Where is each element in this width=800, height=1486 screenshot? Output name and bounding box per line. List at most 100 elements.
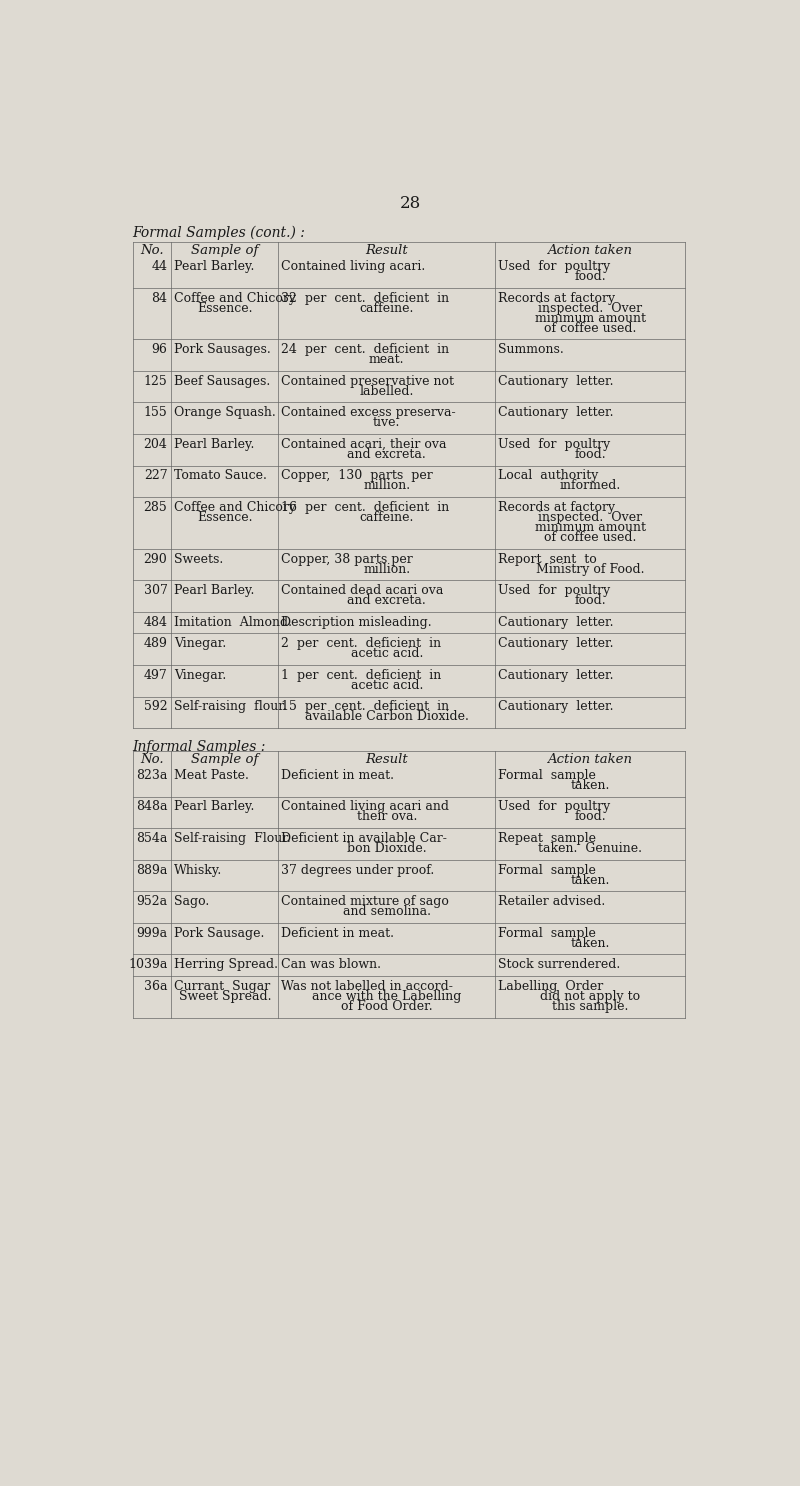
Text: 307: 307 xyxy=(143,584,167,597)
Text: 285: 285 xyxy=(144,501,167,514)
Text: Pearl Barley.: Pearl Barley. xyxy=(174,584,254,597)
Text: 489: 489 xyxy=(143,637,167,651)
Text: Contained living acari.: Contained living acari. xyxy=(282,260,426,273)
Text: this sample.: this sample. xyxy=(552,1000,628,1013)
Text: Labelling  Order: Labelling Order xyxy=(498,979,604,993)
Text: and excreta.: and excreta. xyxy=(347,594,426,608)
Text: food.: food. xyxy=(574,594,606,608)
Text: Repeat  sample: Repeat sample xyxy=(498,832,596,846)
Text: Sweet Spread.: Sweet Spread. xyxy=(178,990,271,1003)
Text: Cautionary  letter.: Cautionary letter. xyxy=(498,669,614,682)
Text: taken.: taken. xyxy=(570,936,610,950)
Text: tive.: tive. xyxy=(373,416,401,429)
Text: 290: 290 xyxy=(144,553,167,566)
Text: 952a: 952a xyxy=(136,895,167,908)
Text: Local  authority: Local authority xyxy=(498,470,598,483)
Text: did not apply to: did not apply to xyxy=(540,990,640,1003)
Text: 37 degrees under proof.: 37 degrees under proof. xyxy=(282,863,434,877)
Text: 592: 592 xyxy=(144,700,167,713)
Text: inspected.  Over: inspected. Over xyxy=(538,302,642,315)
Text: Used  for  poultry: Used for poultry xyxy=(498,260,610,273)
Text: million.: million. xyxy=(363,480,410,492)
Text: Cautionary  letter.: Cautionary letter. xyxy=(498,700,614,713)
Text: Contained excess preserva-: Contained excess preserva- xyxy=(282,406,456,419)
Text: million.: million. xyxy=(363,563,410,575)
Text: 227: 227 xyxy=(144,470,167,483)
Text: food.: food. xyxy=(574,270,606,282)
Text: 1039a: 1039a xyxy=(128,958,167,972)
Text: informed.: informed. xyxy=(559,480,621,492)
Text: Pearl Barley.: Pearl Barley. xyxy=(174,260,254,273)
Text: Contained living acari and: Contained living acari and xyxy=(282,801,450,813)
Text: Beef Sausages.: Beef Sausages. xyxy=(174,374,270,388)
Text: Coffee and Chicory: Coffee and Chicory xyxy=(174,501,296,514)
Text: labelled.: labelled. xyxy=(359,385,414,398)
Text: caffeine.: caffeine. xyxy=(359,511,414,525)
Text: of coffee used.: of coffee used. xyxy=(544,531,636,544)
Text: 2  per  cent.  deficient  in: 2 per cent. deficient in xyxy=(282,637,442,651)
Text: 44: 44 xyxy=(151,260,167,273)
Text: Cautionary  letter.: Cautionary letter. xyxy=(498,637,614,651)
Text: Action taken: Action taken xyxy=(547,753,632,765)
Text: of coffee used.: of coffee used. xyxy=(544,321,636,334)
Text: available Carbon Dioxide.: available Carbon Dioxide. xyxy=(305,710,469,724)
Text: 24  per  cent.  deficient  in: 24 per cent. deficient in xyxy=(282,343,450,357)
Text: 497: 497 xyxy=(144,669,167,682)
Text: Cautionary  letter.: Cautionary letter. xyxy=(498,406,614,419)
Text: Essence.: Essence. xyxy=(197,511,253,525)
Text: Formal  sample: Formal sample xyxy=(498,863,596,877)
Text: 16  per  cent.  deficient  in: 16 per cent. deficient in xyxy=(282,501,450,514)
Text: Copper, 38 parts per: Copper, 38 parts per xyxy=(282,553,413,566)
Text: Vinegar.: Vinegar. xyxy=(174,637,226,651)
Text: Action taken: Action taken xyxy=(547,244,632,257)
Text: Sago.: Sago. xyxy=(174,895,210,908)
Text: 96: 96 xyxy=(151,343,167,357)
Text: Cautionary  letter.: Cautionary letter. xyxy=(498,615,614,629)
Text: Herring Spread.: Herring Spread. xyxy=(174,958,278,972)
Text: meat.: meat. xyxy=(369,354,405,366)
Text: Used  for  poultry: Used for poultry xyxy=(498,438,610,450)
Text: Used  for  poultry: Used for poultry xyxy=(498,584,610,597)
Text: Informal Samples :: Informal Samples : xyxy=(133,740,266,755)
Text: Copper,  130  parts  per: Copper, 130 parts per xyxy=(282,470,433,483)
Text: and semolina.: and semolina. xyxy=(342,905,430,918)
Text: Orange Squash.: Orange Squash. xyxy=(174,406,276,419)
Text: 854a: 854a xyxy=(136,832,167,846)
Text: Report  sent  to: Report sent to xyxy=(498,553,597,566)
Text: 999a: 999a xyxy=(136,927,167,939)
Text: 36a: 36a xyxy=(144,979,167,993)
Text: Description misleading.: Description misleading. xyxy=(282,615,432,629)
Text: minimum amount: minimum amount xyxy=(534,522,646,533)
Text: 1  per  cent.  deficient  in: 1 per cent. deficient in xyxy=(282,669,442,682)
Text: Tomato Sauce.: Tomato Sauce. xyxy=(174,470,267,483)
Text: minimum amount: minimum amount xyxy=(534,312,646,324)
Text: Formal  sample: Formal sample xyxy=(498,768,596,782)
Text: Meat Paste.: Meat Paste. xyxy=(174,768,250,782)
Text: food.: food. xyxy=(574,810,606,823)
Text: Was not labelled in accord-: Was not labelled in accord- xyxy=(282,979,454,993)
Text: Sample of: Sample of xyxy=(191,244,258,257)
Text: Self-raising  Flour.: Self-raising Flour. xyxy=(174,832,291,846)
Text: of Food Order.: of Food Order. xyxy=(341,1000,433,1013)
Text: food.: food. xyxy=(574,447,606,461)
Text: 204: 204 xyxy=(143,438,167,450)
Text: Records at factory: Records at factory xyxy=(498,501,615,514)
Text: Result: Result xyxy=(366,753,408,765)
Text: Contained preservative not: Contained preservative not xyxy=(282,374,454,388)
Text: Deficient in meat.: Deficient in meat. xyxy=(282,768,394,782)
Text: Essence.: Essence. xyxy=(197,302,253,315)
Text: Whisky.: Whisky. xyxy=(174,863,222,877)
Text: Ministry of Food.: Ministry of Food. xyxy=(536,563,645,575)
Text: taken.: taken. xyxy=(570,874,610,887)
Text: Records at factory: Records at factory xyxy=(498,291,615,305)
Text: their ova.: their ova. xyxy=(357,810,417,823)
Text: acetic acid.: acetic acid. xyxy=(350,679,423,692)
Text: 15  per  cent.  deficient  in: 15 per cent. deficient in xyxy=(282,700,450,713)
Text: Contained mixture of sago: Contained mixture of sago xyxy=(282,895,450,908)
Text: 155: 155 xyxy=(144,406,167,419)
Text: Contained dead acari ova: Contained dead acari ova xyxy=(282,584,444,597)
Text: Result: Result xyxy=(366,244,408,257)
Text: Summons.: Summons. xyxy=(498,343,564,357)
Text: acetic acid.: acetic acid. xyxy=(350,648,423,660)
Text: Used  for  poultry: Used for poultry xyxy=(498,801,610,813)
